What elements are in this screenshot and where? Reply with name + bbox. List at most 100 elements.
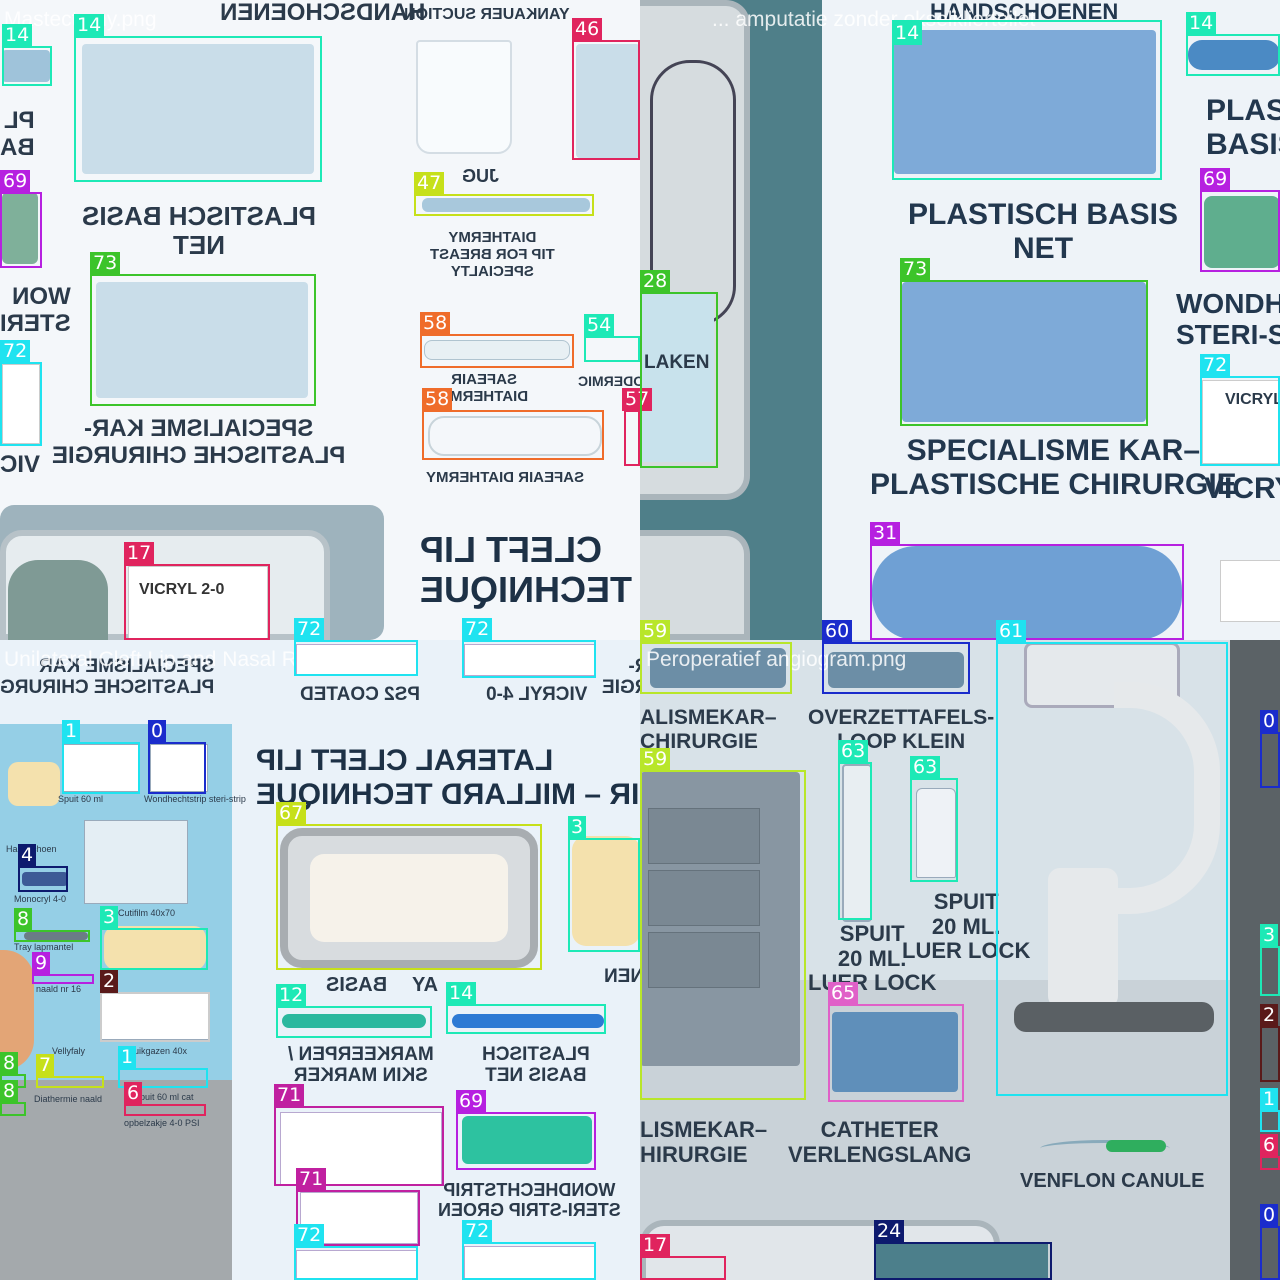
bbox-tag: 69 <box>456 1090 487 1113</box>
drawer-cart <box>640 772 800 1066</box>
specialisme-kar-item <box>96 282 308 398</box>
bbox-8 <box>14 930 90 942</box>
small-label-opbl: opbelzakje 4-0 PSI <box>124 1118 200 1128</box>
bbox-1 <box>118 1068 208 1088</box>
gray-backdrop <box>0 1080 232 1280</box>
tube-item <box>1188 40 1280 70</box>
specialisme-kar-item <box>902 282 1146 422</box>
glove-item <box>8 762 60 806</box>
bbox-tag: 58 <box>420 312 451 335</box>
bbox-47 <box>414 194 594 216</box>
bbox-tag: 60 <box>822 620 853 643</box>
bbox-tag: 8 <box>14 908 33 931</box>
bbox-63 <box>910 778 958 882</box>
cleft-lip-panel: SPECIALISME KAR PLASTISCHE CHIRURG PS2 C… <box>0 640 640 1280</box>
spuit-label-b: SPUIT 20 ML. LUER LOCK <box>902 889 1031 964</box>
bbox-2 <box>1260 1026 1280 1082</box>
bbox-tag: 14 <box>2 24 33 47</box>
venflon-item <box>1106 1140 1166 1152</box>
bbox-1 <box>1260 1110 1280 1132</box>
bbox-0 <box>1260 1226 1280 1280</box>
bbox-tag: 57 <box>622 388 653 411</box>
bbox-tag: 17 <box>640 1234 671 1257</box>
bbox-tag: 67 <box>276 802 307 825</box>
bbox-24 <box>874 1242 1052 1280</box>
bbox-tag: 28 <box>640 270 671 293</box>
bbox-60 <box>822 642 970 694</box>
bbox-6 <box>1260 1156 1280 1170</box>
bbox-17 <box>640 1256 726 1280</box>
amputatie-panel: LAKEN VICRYL HANDSCHOENEN PLASTISCH BASI… <box>640 0 1280 640</box>
bbox-61 <box>996 642 1228 1096</box>
vial-item <box>916 788 956 878</box>
laken-item <box>642 294 714 462</box>
green-strip-item <box>2 192 38 264</box>
small-label-tray: Tray lapmantel <box>14 942 74 952</box>
wondhechtstrip-item <box>462 1116 592 1164</box>
glove-item-2 <box>572 836 640 946</box>
bbox-58 <box>422 410 604 460</box>
bbox-4 <box>18 866 68 892</box>
bbox-tag: 59 <box>640 620 671 643</box>
bbox-tag: 1 <box>1260 1088 1279 1111</box>
bbox-63 <box>838 762 872 920</box>
bbox-69 <box>456 1112 596 1170</box>
bbox-9 <box>32 974 94 984</box>
catheter-pack <box>832 1012 958 1092</box>
bbox-58 <box>420 334 574 368</box>
handschoenen-label: HANDSCHOENEN <box>930 0 1119 24</box>
laken-label: LAKEN <box>644 352 710 373</box>
wondh-label: WONDH STERI-ST <box>1176 288 1280 351</box>
overzet-item <box>828 652 964 688</box>
venflon-label: VENFLON CANULE <box>1020 1170 1205 1192</box>
small-label-buik: Buikgazen 40x <box>128 1046 188 1056</box>
catheter-label: CATHETER VERLENGSLANG <box>788 1117 972 1167</box>
tube-item <box>2 50 50 82</box>
vicryl-pack-text: VICRYL <box>1225 391 1280 408</box>
cutifilm-item <box>84 820 188 904</box>
ps2-pack <box>296 644 418 676</box>
bbox-14 <box>1186 34 1280 76</box>
bbox-73 <box>90 274 316 406</box>
bbox-tag: 46 <box>572 18 603 41</box>
bbox-14 <box>892 20 1162 180</box>
small-label-wond: Wondhechtstrip steri-strip <box>144 794 246 804</box>
specialisme-label: SPECIALISME KAR– PLASTISCHE CHIRURGIE <box>870 434 1237 501</box>
vicryl-pack-text: VICRYL 2-0 <box>139 581 225 598</box>
vicryl-pack-item <box>2 364 40 444</box>
glove-item <box>8 560 108 640</box>
bbox-tag: 8 <box>0 1080 19 1103</box>
bbox-tag: 9 <box>32 952 51 975</box>
small-label-velly: Vellyfaly <box>52 1046 86 1056</box>
bbox-6 <box>124 1104 206 1116</box>
scalpel-item <box>24 932 88 940</box>
bbox-tag: 63 <box>838 740 869 763</box>
bbox-tag: 61 <box>996 620 1027 643</box>
bbox-tag: 72 <box>462 618 493 641</box>
small-label-cut: Cutifilm 40x70 <box>118 908 176 918</box>
bbox-59 <box>640 642 792 694</box>
bbox-tag: 72 <box>462 1220 493 1243</box>
specialisme-label: ALISMEKAR– CHIRURGIE <box>640 706 777 753</box>
bbox-tag: 54 <box>584 314 615 337</box>
bbox-tag: 2 <box>100 970 119 993</box>
drawer-2 <box>648 870 760 926</box>
safeair-item-2 <box>428 416 602 456</box>
jug-item <box>416 40 512 154</box>
bbox-72 <box>294 640 418 676</box>
bbox-54 <box>584 336 640 362</box>
bbox-31 <box>870 544 1184 640</box>
bbox-tag: 0 <box>148 720 167 743</box>
safeair-item-1 <box>424 340 570 360</box>
spuit-label-a: SPUIT 20 ML. LUER LOCK <box>808 921 937 996</box>
pillow-item <box>872 546 1182 640</box>
bbox-71 <box>296 1190 420 1246</box>
bbox-tag: 72 <box>294 618 325 641</box>
basin-interior <box>310 854 508 942</box>
drawer-1 <box>648 808 760 864</box>
plast-basis-label: PLAST BASIS <box>1206 94 1280 161</box>
bbox-3 <box>1260 946 1280 996</box>
bbox-tag: 47 <box>414 172 445 195</box>
bbox-tag: 14 <box>74 14 105 37</box>
